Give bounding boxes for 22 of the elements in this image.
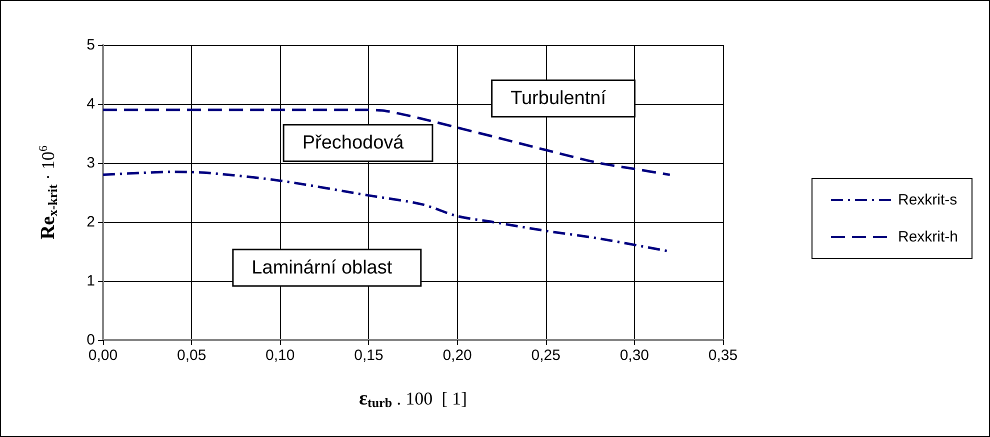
x-tick-label: 0,10: [266, 347, 295, 364]
y-tick-label: 5: [86, 36, 95, 54]
y-tick-label: 3: [86, 154, 95, 172]
y-tick-label: 4: [86, 96, 95, 112]
annotation: Laminární oblast: [252, 257, 393, 278]
x-axis-title: εturb . 100 [ 1]: [358, 388, 468, 410]
x-tick-label: 0,30: [620, 347, 650, 364]
x-tick-label: 0,20: [442, 347, 472, 364]
legend-label: Rexkrit-s: [898, 192, 958, 208]
legend-label: Rexkrit-h: [898, 228, 958, 246]
x-tick-label: 0,15: [354, 347, 384, 364]
x-tick-label: 0,25: [531, 347, 560, 364]
annotation: Přechodová: [302, 132, 404, 154]
y-axis-title: Rex-krit · 106: [36, 145, 60, 240]
y-tick-label: 2: [86, 214, 95, 230]
y-tick-label: 0: [86, 332, 95, 348]
annotation: Turbulentní: [510, 88, 607, 109]
line-series: [102, 108, 672, 176]
x-tick-label: 0,00: [88, 347, 118, 364]
y-tick-label: 1: [86, 272, 95, 290]
x-tick-label: 0,05: [176, 347, 206, 364]
x-tick-label: 0,35: [708, 347, 738, 364]
